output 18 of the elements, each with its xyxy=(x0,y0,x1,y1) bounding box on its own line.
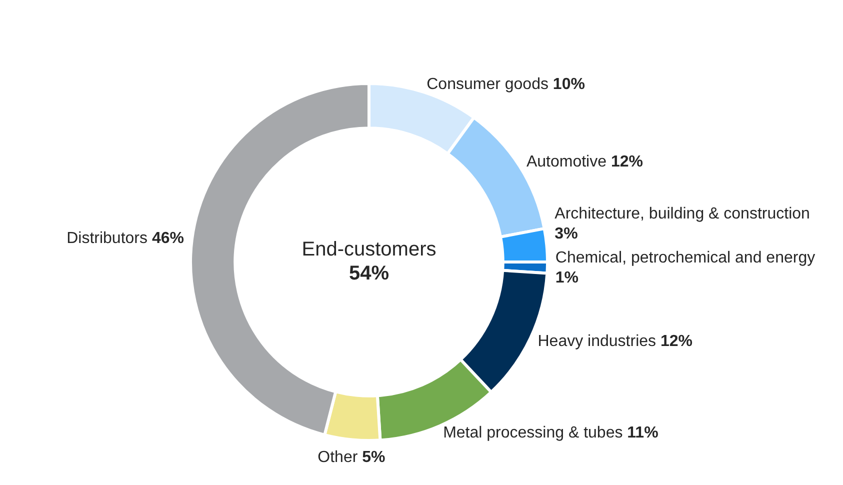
data-label: 11% xyxy=(627,424,658,442)
data-label: 3% xyxy=(554,226,578,243)
text: 54% xyxy=(348,262,390,285)
data-label: 12% xyxy=(660,332,692,350)
data-label: 5% xyxy=(362,449,386,466)
text: End-customers xyxy=(302,238,436,261)
slice-label: Consumer goods xyxy=(426,76,548,94)
slice-label: Architecture, building & construction xyxy=(554,206,810,223)
slice-label: Other xyxy=(318,449,358,466)
data-label: 46% xyxy=(152,230,184,248)
data-label: 1% xyxy=(555,270,579,287)
data-label: 10% xyxy=(552,76,585,94)
slice-label: Metal processing & tubes xyxy=(443,424,623,442)
slice-label: Automotive xyxy=(526,153,607,170)
slice-label: Chemical, petrochemical and energy xyxy=(555,250,816,267)
data-label: 12% xyxy=(610,153,643,170)
slice-label: Heavy industries xyxy=(538,332,656,350)
slice-label: Distributors xyxy=(66,230,148,248)
